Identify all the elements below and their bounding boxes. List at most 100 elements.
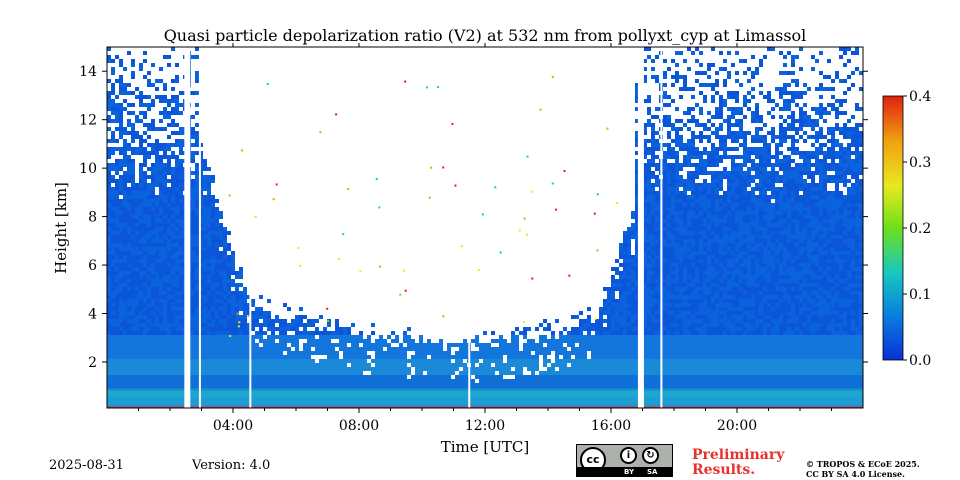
heatmap-cell [643,307,647,311]
heatmap-cell [583,375,587,379]
heatmap-cell [631,363,635,367]
heatmap-cell [151,371,155,375]
heatmap-cell [203,335,207,339]
heatmap-cell [671,291,675,295]
heatmap-cell [107,207,111,211]
heatmap-cell [327,323,331,327]
heatmap-cell [263,331,267,335]
heatmap-cell [367,363,371,367]
heatmap-cell [479,363,483,367]
heatmap-cell [235,307,239,311]
heatmap-cell [451,403,455,407]
heatmap-cell [519,363,523,367]
heatmap-cell [303,363,307,367]
heatmap-cell [447,383,451,387]
heatmap-cell [115,199,119,203]
heatmap-cell [671,355,675,359]
heatmap-cell [651,351,655,355]
heatmap-cell [355,355,359,359]
heatmap-cell [147,375,151,379]
heatmap-cell [495,363,499,367]
heatmap-cell [619,279,623,283]
heatmap-cell [199,219,203,223]
heatmap-cell [195,71,199,75]
heatmap-cell [463,355,467,359]
heatmap-cell [559,339,563,343]
heatmap-cell [655,155,659,159]
heatmap-cell [139,311,143,315]
heatmap-cell [283,319,287,323]
heatmap-cell [391,375,395,379]
heatmap-cell [407,379,411,383]
heatmap-cell [199,311,203,315]
heatmap-cell [607,295,611,299]
heatmap-cell [619,323,623,327]
heatmap-cell [151,235,155,239]
heatmap-cell [111,335,115,339]
heatmap-cell [215,355,219,359]
heatmap-cell [311,403,315,407]
heatmap-cell [627,339,631,343]
heatmap-cell [343,355,347,359]
heatmap-cell [127,179,131,183]
heatmap-cell [123,339,127,343]
heatmap-cell [123,259,127,263]
heatmap-cell [207,199,211,203]
heatmap-cell [191,195,195,199]
heatmap-cell [111,287,115,291]
heatmap-cell [603,379,607,383]
heatmap-cell [171,303,175,307]
heatmap-cell [323,335,327,339]
heatmap-cell [179,379,183,383]
heatmap-cell [651,151,655,155]
heatmap-cell [267,403,271,407]
heatmap-cell [443,403,447,407]
heatmap-cell [503,399,507,403]
heatmap-cell [111,363,115,367]
heatmap-cell [647,283,651,287]
heatmap-cell [323,347,327,351]
heatmap-cell [219,239,223,243]
heatmap-cell [359,331,363,335]
heatmap-cell [167,263,171,267]
heatmap-cell [403,399,407,403]
heatmap-cell [231,279,235,283]
heatmap-cell [191,379,195,383]
heatmap-cell [159,223,163,227]
heatmap-cell [159,235,163,239]
heatmap-cell [175,307,179,311]
heatmap-cell [615,315,619,319]
heatmap-cell [631,303,635,307]
heatmap-cell [135,335,139,339]
heatmap-cell [151,99,155,103]
heatmap-cell [195,275,199,279]
heatmap-cell [587,403,591,407]
heatmap-cell [607,375,611,379]
heatmap-cell [227,259,231,263]
heatmap-cell [311,363,315,367]
heatmap-cell [515,327,519,331]
heatmap-cell [175,251,179,255]
heatmap-cell [211,175,215,179]
heatmap-cell [643,311,647,315]
heatmap-cell [227,367,231,371]
heatmap-cell [179,355,183,359]
heatmap-cell [243,355,247,359]
heatmap-cell [627,231,631,235]
heatmap-cell [151,295,155,299]
heatmap-cell [547,347,551,351]
heatmap-cell [667,335,671,339]
heatmap-cell [211,195,215,199]
heatmap-cell [595,403,599,407]
heatmap-cell [611,331,615,335]
heatmap-cell [143,187,147,191]
heatmap-cell [171,95,175,99]
heatmap-cell [191,291,195,295]
heatmap-cell [239,275,243,279]
heatmap-cell [139,259,143,263]
heatmap-cell [591,359,595,363]
heatmap-cell [287,335,291,339]
heatmap-cell [411,355,415,359]
heatmap-cell [611,383,615,387]
heatmap-cell [139,199,143,203]
